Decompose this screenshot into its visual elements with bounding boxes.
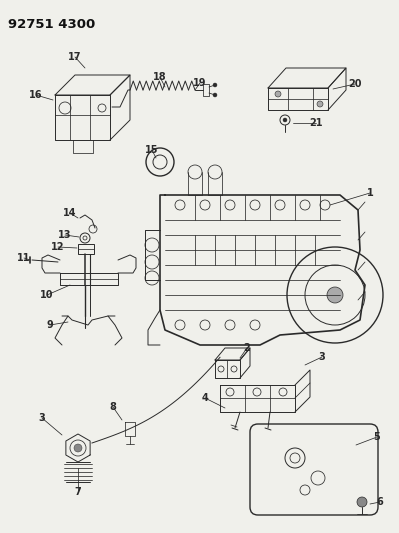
Circle shape: [327, 287, 343, 303]
Text: 12: 12: [51, 242, 65, 252]
Text: 6: 6: [377, 497, 383, 507]
Bar: [78, 244, 94, 254]
Text: 19: 19: [193, 78, 207, 88]
Text: 11: 11: [17, 253, 31, 263]
Text: 3: 3: [319, 352, 325, 362]
Text: 14: 14: [63, 208, 77, 218]
Text: 20: 20: [348, 79, 362, 89]
Circle shape: [213, 83, 217, 87]
Text: 4: 4: [201, 393, 208, 403]
Text: 3: 3: [39, 413, 45, 423]
Circle shape: [275, 91, 281, 97]
Text: 8: 8: [110, 402, 117, 412]
Text: 9: 9: [47, 320, 53, 330]
Text: 15: 15: [145, 145, 159, 155]
Circle shape: [317, 101, 323, 107]
Circle shape: [357, 497, 367, 507]
Text: 16: 16: [29, 90, 43, 100]
Text: 1: 1: [367, 188, 373, 198]
Text: 10: 10: [40, 290, 54, 300]
Text: 13: 13: [58, 230, 72, 240]
Circle shape: [213, 93, 217, 97]
Text: 92751 4300: 92751 4300: [8, 18, 95, 31]
Circle shape: [74, 444, 82, 452]
Text: 18: 18: [153, 72, 167, 82]
Text: 5: 5: [373, 432, 380, 442]
Text: 2: 2: [244, 343, 251, 353]
Circle shape: [283, 118, 287, 122]
Text: 7: 7: [75, 487, 81, 497]
Text: 21: 21: [309, 118, 323, 128]
Text: 17: 17: [68, 52, 82, 62]
